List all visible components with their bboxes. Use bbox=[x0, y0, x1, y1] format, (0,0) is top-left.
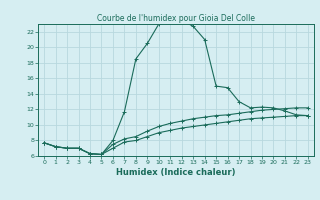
Title: Courbe de l'humidex pour Gioia Del Colle: Courbe de l'humidex pour Gioia Del Colle bbox=[97, 14, 255, 23]
X-axis label: Humidex (Indice chaleur): Humidex (Indice chaleur) bbox=[116, 168, 236, 177]
